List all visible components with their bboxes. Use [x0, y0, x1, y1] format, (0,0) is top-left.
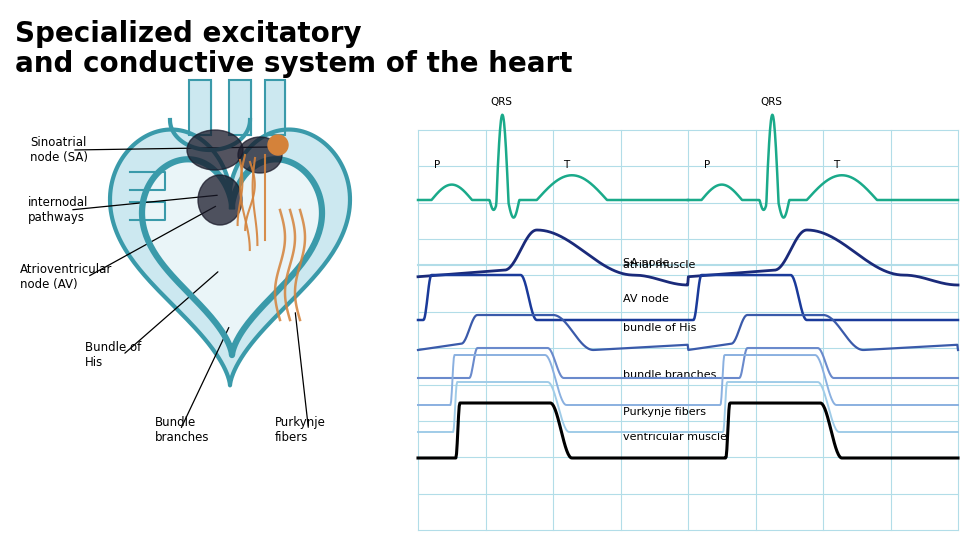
Text: bundle of His: bundle of His: [623, 323, 697, 333]
Polygon shape: [110, 130, 350, 386]
Text: AV node: AV node: [623, 294, 669, 305]
Text: T: T: [564, 160, 569, 170]
Text: atrial muscle: atrial muscle: [623, 260, 696, 271]
Text: SA node: SA node: [623, 259, 669, 268]
Circle shape: [268, 135, 288, 155]
Text: Sinoatrial
node (SA): Sinoatrial node (SA): [30, 136, 88, 164]
Polygon shape: [265, 80, 285, 135]
Text: internodal
pathways: internodal pathways: [28, 196, 88, 224]
Ellipse shape: [198, 175, 242, 225]
Text: bundle branches: bundle branches: [623, 370, 716, 380]
Text: ventricular muscle: ventricular muscle: [623, 431, 728, 442]
Text: and conductive system of the heart: and conductive system of the heart: [15, 50, 572, 78]
Text: P: P: [434, 160, 440, 170]
Text: QRS: QRS: [491, 97, 513, 106]
Polygon shape: [229, 80, 251, 135]
Text: T: T: [833, 160, 840, 170]
Text: Atrioventricular
node (AV): Atrioventricular node (AV): [20, 263, 112, 291]
Text: Purkynje
fibers: Purkynje fibers: [275, 416, 325, 444]
Text: P: P: [704, 160, 710, 170]
Text: Specialized excitatory: Specialized excitatory: [15, 20, 362, 48]
Text: QRS: QRS: [760, 97, 782, 106]
Ellipse shape: [187, 130, 243, 170]
Text: Bundle of
His: Bundle of His: [85, 341, 141, 369]
Ellipse shape: [238, 137, 282, 173]
Text: Purkynje fibers: Purkynje fibers: [623, 407, 707, 417]
Text: Bundle
branches: Bundle branches: [155, 416, 209, 444]
Polygon shape: [189, 80, 211, 135]
Polygon shape: [130, 172, 165, 190]
Polygon shape: [130, 202, 165, 220]
Polygon shape: [142, 159, 322, 355]
